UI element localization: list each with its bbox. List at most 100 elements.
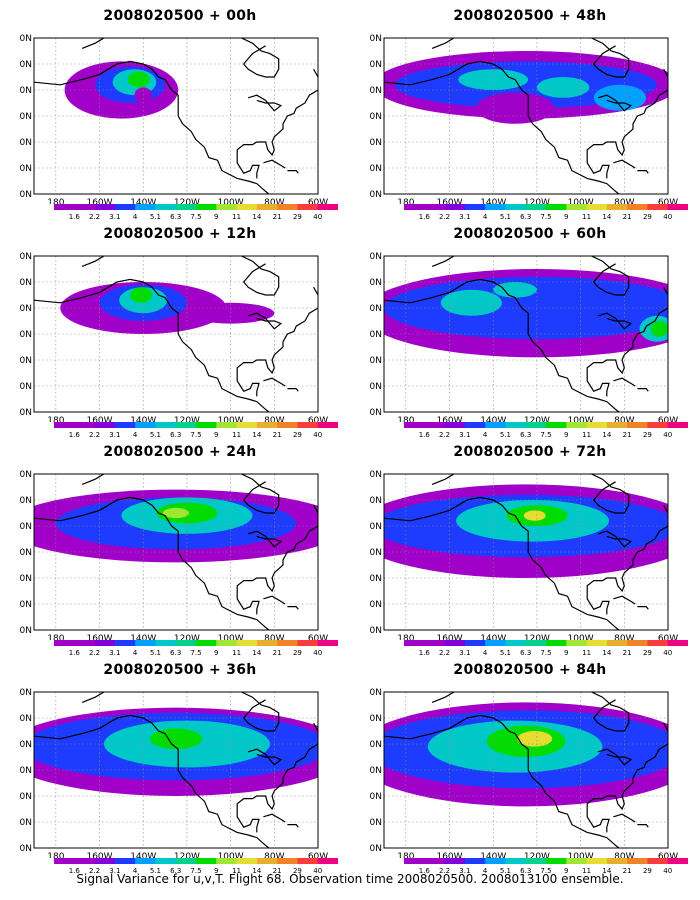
colorbar-label: 7.5: [190, 213, 201, 221]
coastline: [34, 60, 270, 194]
coastline: [247, 530, 283, 548]
colorbar-label: 6.3: [170, 867, 181, 875]
colorbar-label: 7.5: [190, 649, 201, 657]
colorbar-swatch: [256, 422, 278, 428]
coastline: [384, 714, 620, 848]
colorbar-label: 14: [252, 649, 261, 657]
colorbar-label: 29: [643, 431, 652, 439]
lon-tick-label: 160W: [86, 852, 112, 858]
variance-map: 70N 60N 50N 40N 30N 20N 10N 180 160W 140W 120W 100W…: [20, 252, 328, 422]
colorbar-swatch: [114, 858, 136, 864]
lon-tick-label: 120W: [174, 416, 200, 422]
variance-contour: [536, 77, 590, 98]
colorbar-label: 1.6: [69, 213, 81, 221]
coastline: [247, 312, 283, 330]
colorbar-label: 14: [602, 649, 611, 657]
variance-map: 70N 60N 50N 40N 30N 20N 10N 180 160W 140W 120W 100W…: [20, 470, 328, 640]
colorbar-swatch: [464, 204, 486, 210]
variance-map: 70N 60N 50N 40N 30N 20N 10N 180 160W 140W 120W 100W…: [370, 34, 678, 204]
colorbar-swatch: [94, 204, 116, 210]
colorbar-label: 11: [232, 213, 241, 221]
colorbar-label: 1.6: [69, 867, 81, 875]
lat-tick-label: 70N: [20, 34, 32, 44]
panel-title: 2008020500 + 48h: [453, 8, 607, 24]
variance-contour: [394, 61, 658, 109]
colorbar-swatch: [464, 422, 486, 428]
colorbar-label: 4: [483, 213, 488, 221]
panel-title: 2008020500 + 36h: [103, 662, 257, 678]
lon-tick-label: 140W: [480, 852, 506, 858]
colorbar-swatch: [114, 422, 136, 428]
colorbar-swatch: [586, 858, 608, 864]
colorbar-swatch: [216, 204, 238, 210]
lon-tick-label: 120W: [174, 852, 200, 858]
colorbar-label: 7.5: [540, 867, 551, 875]
colorbar-label: 29: [643, 213, 652, 221]
colorbar-swatch: [114, 640, 136, 646]
colorbar-swatch: [424, 640, 446, 646]
colorbar-label: 29: [643, 649, 652, 657]
colorbar-label: 6.3: [170, 213, 181, 221]
colorbar-swatch: [464, 640, 486, 646]
coastline: [613, 377, 636, 387]
lon-tick-label: 120W: [524, 416, 550, 422]
colorbar-swatch: [155, 640, 177, 646]
lat-tick-label: 20N: [20, 382, 32, 392]
colorbar-label: 3.1: [459, 649, 470, 657]
coastline: [287, 606, 299, 610]
lon-tick-label: 80W: [614, 416, 634, 422]
lat-tick-label: 30N: [20, 574, 32, 584]
map-panel: 2008020500 + 12h 70N 60N 50N 40N 30N 20N 10N 180…: [20, 226, 340, 441]
variance-contour: [149, 728, 203, 750]
colorbar-swatch: [404, 640, 425, 646]
colorbar-label: 11: [582, 649, 591, 657]
colorbar-label: 9: [564, 867, 568, 875]
coastline: [637, 606, 649, 610]
colorbar-swatch: [196, 640, 217, 646]
lat-tick-label: 20N: [370, 164, 382, 174]
colorbar-label: 1.6: [69, 649, 81, 657]
colorbar-label: 29: [643, 867, 652, 875]
colorbar-label: 6.3: [170, 649, 181, 657]
lat-tick-label: 10N: [370, 844, 382, 854]
lat-tick-label: 20N: [370, 818, 382, 828]
coastline: [247, 748, 283, 766]
colorbar-label: 3.1: [459, 431, 470, 439]
colorbar-swatch: [444, 204, 466, 210]
colorbar-label: 5.1: [150, 213, 161, 221]
coastline: [81, 256, 106, 267]
lon-tick-label: 100W: [218, 852, 244, 858]
colorbar-swatch: [175, 204, 197, 210]
colorbar-label: 14: [252, 431, 261, 439]
colorbar-swatch: [216, 422, 238, 428]
colorbar-label: 7.5: [190, 431, 201, 439]
lon-tick-label: 120W: [174, 198, 200, 204]
colorbar-label: 5.1: [500, 431, 511, 439]
variance-contour: [593, 84, 647, 111]
lon-tick-label: 100W: [568, 634, 594, 640]
lat-tick-label: 70N: [20, 252, 32, 262]
colorbar-label: 14: [602, 867, 611, 875]
colorbar-swatch: [627, 858, 648, 864]
colorbar-swatch: [175, 422, 197, 428]
variance-contour: [475, 92, 555, 124]
colorbar-label: 40: [313, 649, 322, 657]
colorbar-label: 9: [564, 213, 568, 221]
colorbar-label: 1.6: [69, 431, 81, 439]
lat-tick-label: 40N: [20, 330, 32, 340]
colorbar-label: 11: [582, 867, 591, 875]
coastline: [586, 722, 668, 833]
variance-contour: [493, 282, 537, 298]
lat-tick-label: 60N: [370, 714, 382, 724]
colorbar-swatch: [505, 858, 527, 864]
colorbar-label: 40: [313, 431, 322, 439]
map-panel: 2008020500 + 48h 70N 60N 50N 40N 30N 20N 10N 180…: [370, 8, 690, 223]
colorbar-swatch: [135, 858, 156, 864]
colorbar-label: 40: [663, 649, 672, 657]
colorbar-swatch: [317, 640, 338, 646]
colorbar-swatch: [94, 640, 116, 646]
lon-tick-label: 120W: [524, 634, 550, 640]
colorbar-label: 9: [564, 649, 568, 657]
coastline: [384, 496, 620, 630]
colorbar-label: 5.1: [500, 213, 511, 221]
